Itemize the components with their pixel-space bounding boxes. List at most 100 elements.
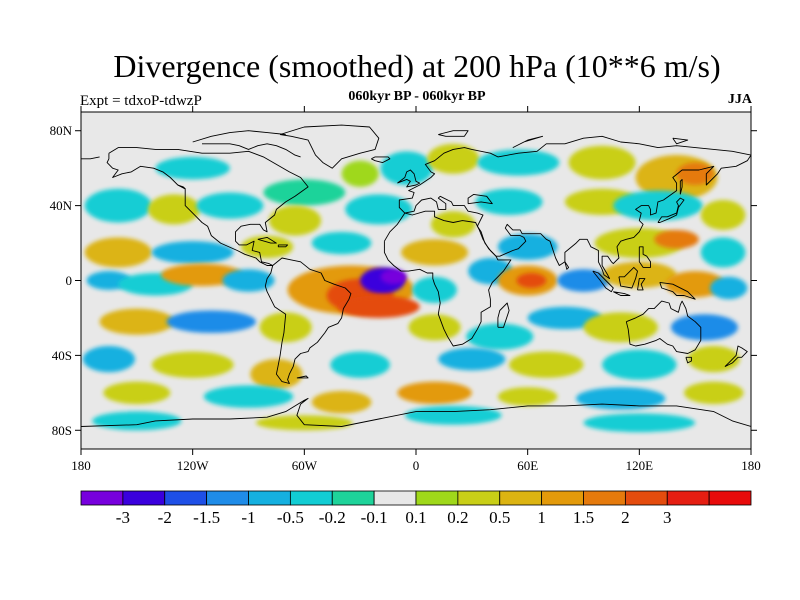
anomaly-region-22 bbox=[311, 231, 372, 255]
colorbar-label: -0.2 bbox=[319, 508, 346, 527]
anomaly-region-52 bbox=[670, 314, 738, 341]
coastline-27 bbox=[81, 397, 751, 427]
anomaly-region-67 bbox=[684, 381, 744, 405]
anomaly-region-17 bbox=[613, 190, 703, 221]
anomaly-region-46 bbox=[166, 310, 256, 333]
anomaly-region-36 bbox=[337, 295, 420, 318]
lat-tick-label: 40S bbox=[52, 348, 72, 363]
colorbar-label: 0.1 bbox=[405, 508, 426, 527]
lon-tick-label: 120E bbox=[626, 458, 654, 473]
anomaly-region-59 bbox=[602, 349, 677, 380]
coastline-5 bbox=[81, 156, 100, 160]
coastline-15 bbox=[613, 291, 631, 296]
anomaly-region-31 bbox=[222, 269, 275, 292]
colorbar-swatch bbox=[164, 490, 208, 506]
anomaly-region-65 bbox=[497, 387, 558, 406]
anomaly-region-10 bbox=[148, 194, 201, 225]
colorbar-label: -1.5 bbox=[193, 508, 220, 527]
experiment-label: Expt = tdxoP-tdwzP bbox=[80, 93, 202, 109]
coastline-32 bbox=[296, 375, 309, 379]
colorbar-swatch bbox=[499, 490, 543, 506]
coastline-4 bbox=[398, 135, 751, 214]
anomaly-region-51 bbox=[583, 312, 658, 343]
anomaly-region-64 bbox=[397, 381, 472, 405]
anomaly-region-5 bbox=[477, 149, 560, 176]
coastline-30 bbox=[672, 137, 689, 145]
coastline-20 bbox=[657, 197, 685, 223]
coastline-3 bbox=[383, 210, 512, 347]
anomaly-region-44 bbox=[710, 276, 748, 300]
coastline-19 bbox=[638, 246, 651, 268]
coastline-1 bbox=[264, 257, 352, 384]
anomaly-region-6 bbox=[568, 145, 636, 180]
colorbar-swatch bbox=[331, 490, 375, 506]
anomaly-region-27 bbox=[700, 237, 746, 268]
longitude-axis: 180 120W 60W 0 60E 120E 180 bbox=[71, 106, 761, 473]
colorbar-label: 3 bbox=[663, 508, 672, 527]
lon-tick-label: 120W bbox=[177, 458, 210, 473]
anomaly-region-48 bbox=[408, 314, 461, 341]
coastline-24 bbox=[177, 184, 186, 190]
colorbar-swatch bbox=[80, 490, 124, 506]
anomaly-region-23 bbox=[401, 239, 469, 266]
anomaly-region-41 bbox=[557, 269, 610, 292]
colorbar-label: -1 bbox=[241, 508, 255, 527]
colorbar-swatch bbox=[624, 490, 668, 506]
anomaly-region-71 bbox=[583, 413, 696, 433]
coastline-6 bbox=[404, 154, 751, 280]
colorbar-swatch bbox=[457, 490, 501, 506]
coastline-8 bbox=[397, 169, 421, 188]
anomaly-region-2 bbox=[341, 160, 379, 187]
anomaly-region-18 bbox=[700, 199, 746, 230]
coastline-9 bbox=[371, 156, 391, 164]
coastline-14 bbox=[592, 270, 614, 293]
lon-tick-label: 0 bbox=[413, 458, 420, 473]
colorbar-label: 2 bbox=[621, 508, 630, 527]
coastline-18 bbox=[659, 281, 696, 300]
colorbar-swatch bbox=[122, 490, 166, 506]
anomaly-region-0 bbox=[155, 156, 230, 180]
anomaly-region-42 bbox=[602, 261, 677, 288]
colorbar-label: -3 bbox=[116, 508, 130, 527]
colorbar: -3 -2 -1.5 -1 -0.5 -0.2 -0.1 0.1 0.2 0.5 1 1.5 2 3 bbox=[80, 490, 752, 527]
colorbar-label: 1.5 bbox=[573, 508, 594, 527]
anomaly-region-43 bbox=[665, 271, 725, 298]
lat-tick-label: 0 bbox=[66, 273, 73, 288]
anomaly-region-24 bbox=[497, 233, 558, 260]
anomaly-region-61 bbox=[103, 381, 171, 405]
coastline-17 bbox=[637, 278, 646, 291]
colorbar-swatch bbox=[289, 490, 333, 506]
anomaly-region-54 bbox=[151, 351, 234, 378]
anomaly-region-20 bbox=[151, 241, 234, 264]
lat-tick-label: 80N bbox=[50, 123, 73, 138]
anomaly-region-9 bbox=[84, 188, 152, 223]
anomaly-region-3 bbox=[380, 151, 433, 186]
colorbar-swatch bbox=[583, 490, 626, 506]
season-label: JJA bbox=[727, 92, 752, 107]
colorbar-label: -0.1 bbox=[361, 508, 388, 527]
anomaly-region-70 bbox=[404, 405, 502, 425]
anomaly-region-37 bbox=[412, 276, 457, 303]
anomaly-region-53 bbox=[82, 346, 135, 373]
coastline-0 bbox=[106, 147, 309, 266]
lon-tick-label: 60E bbox=[517, 458, 538, 473]
colorbar-swatch bbox=[415, 490, 459, 506]
colorbar-swatch bbox=[708, 490, 752, 506]
divergence-field bbox=[82, 143, 748, 433]
coastline-7 bbox=[467, 193, 493, 205]
coastlines bbox=[81, 124, 751, 427]
colorbar-label: 0.2 bbox=[447, 508, 468, 527]
anomaly-region-15 bbox=[475, 188, 543, 215]
anomaly-region-35 bbox=[380, 269, 407, 285]
coastline-16 bbox=[618, 266, 638, 289]
coastline-12 bbox=[724, 345, 748, 368]
anomaly-region-4 bbox=[427, 143, 480, 174]
anomaly-region-62 bbox=[203, 385, 294, 408]
colorbar-swatch bbox=[541, 490, 584, 506]
coastline-23 bbox=[277, 244, 289, 248]
coastline-11 bbox=[685, 356, 692, 364]
anomaly-region-50 bbox=[527, 306, 603, 330]
anomaly-region-26 bbox=[654, 229, 699, 249]
coastline-22 bbox=[257, 236, 277, 244]
